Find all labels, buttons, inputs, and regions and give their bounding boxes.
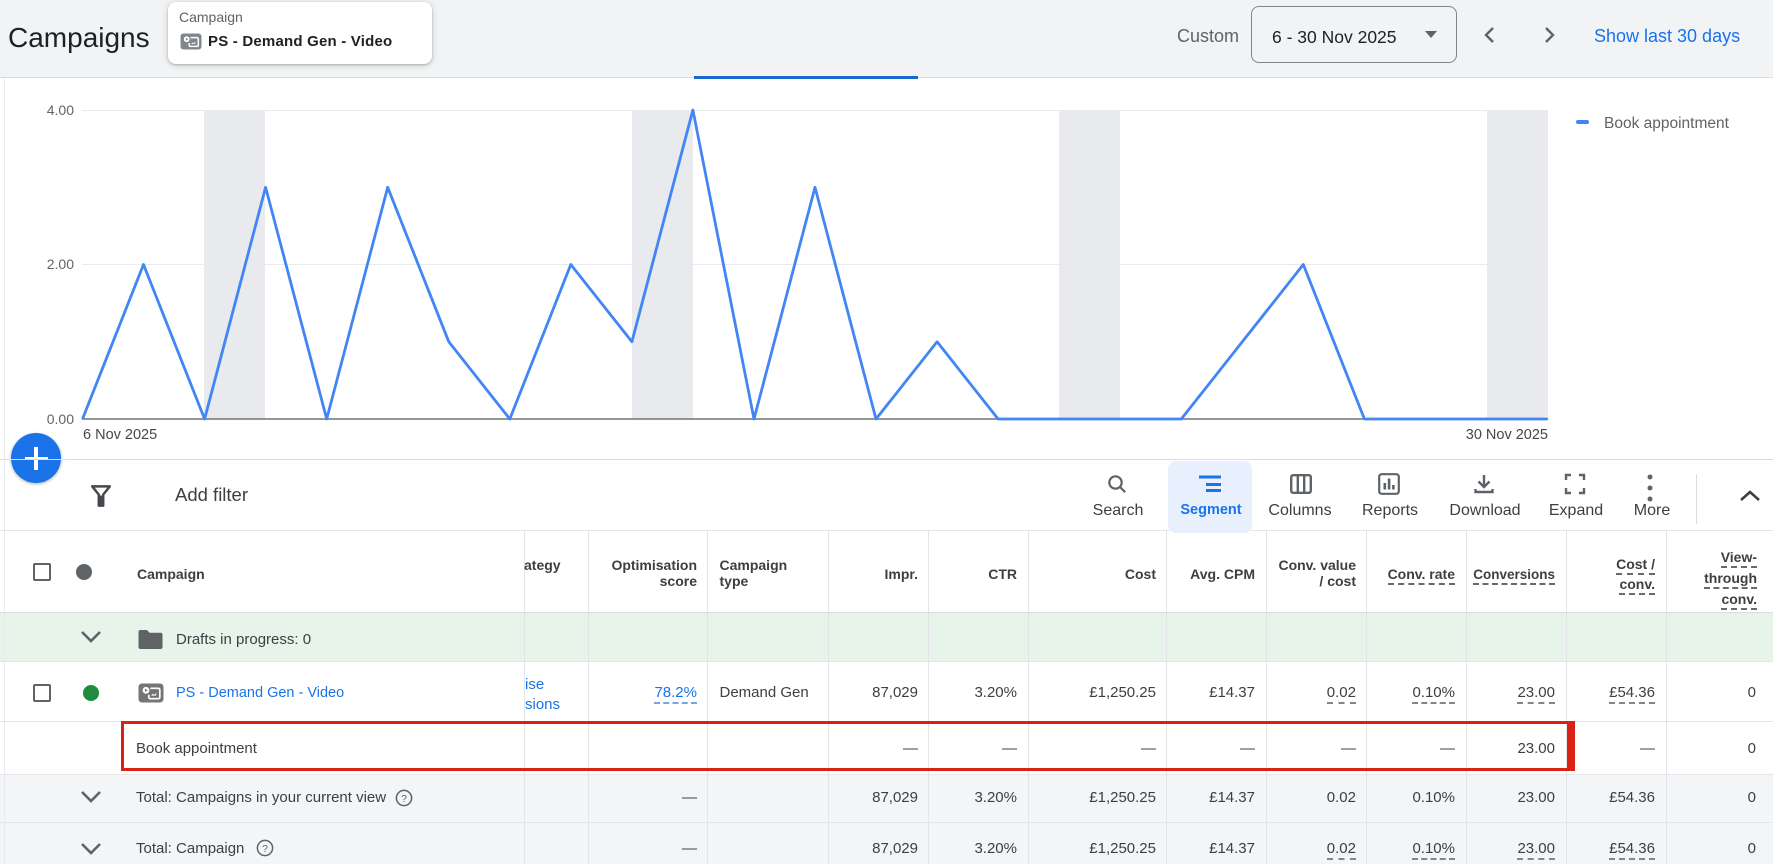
svg-text:?: ?	[262, 843, 268, 855]
svg-text:?: ?	[401, 793, 407, 805]
